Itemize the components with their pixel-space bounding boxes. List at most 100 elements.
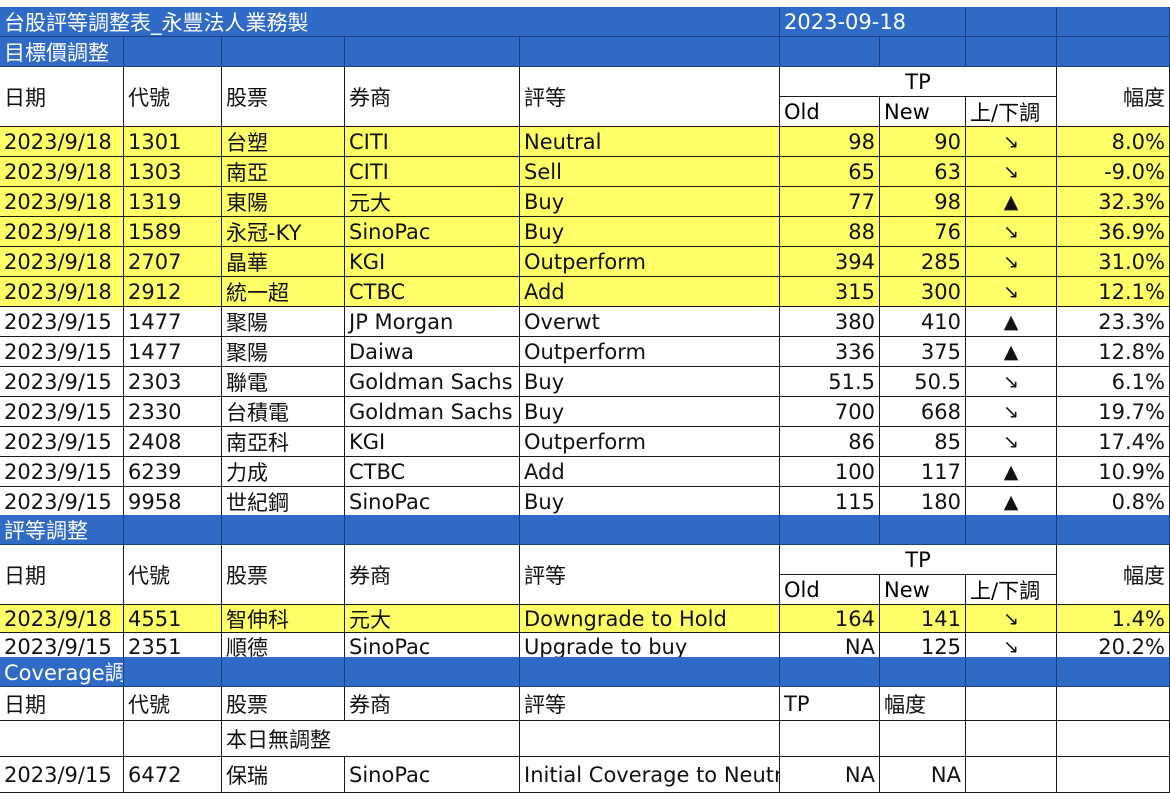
table-row: 2023/9/18 2912 統一超 CTBC Add 315 300 ↘ 12.1% [0, 277, 1170, 307]
header-coverage-change: 幅度 [880, 687, 966, 721]
header-stock: 股票 [222, 67, 345, 127]
row-rating: Buy [520, 397, 780, 427]
header-change: 幅度 [1057, 545, 1170, 605]
down-arrow-icon: ↘ [966, 217, 1057, 247]
blank-cell [966, 7, 1057, 37]
blank-cell [966, 515, 1057, 545]
blank-cell [520, 657, 780, 687]
row-change: 1.4% [1057, 605, 1170, 633]
row-broker: SinoPac [345, 217, 520, 247]
row-rating: Sell [520, 157, 780, 187]
row-stock: 台積電 [222, 397, 345, 427]
row-rating: Downgrade to Hold [520, 605, 780, 633]
header-date: 日期 [0, 545, 124, 605]
row-tp-new: 98 [880, 187, 966, 217]
row-code: 4551 [124, 605, 222, 633]
row-broker: SinoPac [345, 487, 520, 517]
up-arrow-icon: ▲ [966, 337, 1057, 367]
row-rating: Add [520, 277, 780, 307]
down-arrow-icon: ↘ [966, 127, 1057, 157]
row-tp-new: 180 [880, 487, 966, 517]
row-code: 2707 [124, 247, 222, 277]
row-rating: Add [520, 457, 780, 487]
row-stock: 台塑 [222, 127, 345, 157]
row-stock: 南亞 [222, 157, 345, 187]
row-tp-old: 100 [780, 457, 880, 487]
row-code: 2303 [124, 367, 222, 397]
row-tp-new: 375 [880, 337, 966, 367]
row-tp-old: 88 [780, 217, 880, 247]
row-broker: 元大 [345, 187, 520, 217]
row-date: 2023/9/15 [0, 307, 124, 337]
table-row: 2023/9/18 1303 南亞 CITI Sell 65 63 ↘ -9.0% [0, 157, 1170, 187]
rating-section: 評等調整 [0, 515, 1170, 545]
row-stock: 聚陽 [222, 307, 345, 337]
row-code: 2330 [124, 397, 222, 427]
row-tp-old: 98 [780, 127, 880, 157]
row-change: 12.8% [1057, 337, 1170, 367]
blank-cell [880, 657, 966, 687]
header-old: Old [780, 575, 880, 605]
row-broker: CITI [345, 157, 520, 187]
header-rating: 評等 [520, 545, 780, 605]
row-code: 2408 [124, 427, 222, 457]
table-row: 2023/9/18 1319 東陽 元大 Buy 77 98 ▲ 32.3% [0, 187, 1170, 217]
row-date: 2023/9/15 [0, 757, 124, 793]
row-stock: 聯電 [222, 367, 345, 397]
row-tp-old: 77 [780, 187, 880, 217]
row-rating: Neutral [520, 127, 780, 157]
row-rating: Buy [520, 187, 780, 217]
blank-cell [1057, 757, 1170, 793]
row-change: 0.8% [1057, 487, 1170, 517]
blank-cell [780, 515, 880, 545]
row-stock: 晶華 [222, 247, 345, 277]
header-date: 日期 [0, 687, 124, 721]
row-change: 10.9% [1057, 457, 1170, 487]
row-stock: 南亞科 [222, 427, 345, 457]
row-rating: Outperform [520, 427, 780, 457]
row-rating: Buy [520, 487, 780, 517]
row-change: 19.7% [1057, 397, 1170, 427]
table-row: 2023/9/18 2707 晶華 KGI Outperform 394 285 ↘ 31.0% [0, 247, 1170, 277]
sheet-date: 2023-09-18 [780, 7, 966, 37]
down-arrow-icon: ↘ [966, 605, 1057, 633]
blank-cell [0, 721, 124, 757]
table-row: 2023/9/15 1477 聚陽 Daiwa Outperform 336 375 ▲ 12.… [0, 337, 1170, 367]
row-tp-new: 90 [880, 127, 966, 157]
blank-cell [780, 657, 880, 687]
blank-cell [520, 37, 780, 67]
blank-cell [1057, 515, 1170, 545]
row-date: 2023/9/15 [0, 397, 124, 427]
header-rating: 評等 [520, 67, 780, 127]
row-rating: Buy [520, 367, 780, 397]
row-code: 9958 [124, 487, 222, 517]
row-change: 23.3% [1057, 307, 1170, 337]
header-broker: 券商 [345, 545, 520, 605]
header-tp: TP [780, 545, 1057, 575]
blank-cell [780, 37, 880, 67]
coverage-section-title: Coverage調整 [0, 657, 124, 687]
blank-cell [1057, 37, 1170, 67]
header-broker: 券商 [345, 67, 520, 127]
row-tp-new: 410 [880, 307, 966, 337]
row-rating: Overwt [520, 307, 780, 337]
row-broker: CTBC [345, 277, 520, 307]
header-change: 幅度 [1057, 67, 1170, 127]
down-arrow-icon: ↘ [966, 397, 1057, 427]
row-date: 2023/9/18 [0, 127, 124, 157]
row-tp-old: 394 [780, 247, 880, 277]
table-row: 2023/9/15 6472 保瑞 SinoPac Initial Coverage t… [0, 757, 1170, 793]
header-direction: 上/下調 [966, 575, 1057, 605]
row-tp-old: 315 [780, 277, 880, 307]
row-code: 1303 [124, 157, 222, 187]
header-new: New [880, 97, 966, 127]
down-arrow-icon: ↘ [966, 277, 1057, 307]
row-date: 2023/9/15 [0, 427, 124, 457]
table-row: 2023/9/18 1589 永冠-KY SinoPac Buy 88 76 ↘ 36.9% [0, 217, 1170, 247]
row-tp-old: 51.5 [780, 367, 880, 397]
row-stock: 世紀鋼 [222, 487, 345, 517]
rating-section-title: 評等調整 [0, 515, 124, 545]
blank-cell [966, 757, 1057, 793]
blank-cell [1057, 657, 1170, 687]
row-tp-old: 700 [780, 397, 880, 427]
